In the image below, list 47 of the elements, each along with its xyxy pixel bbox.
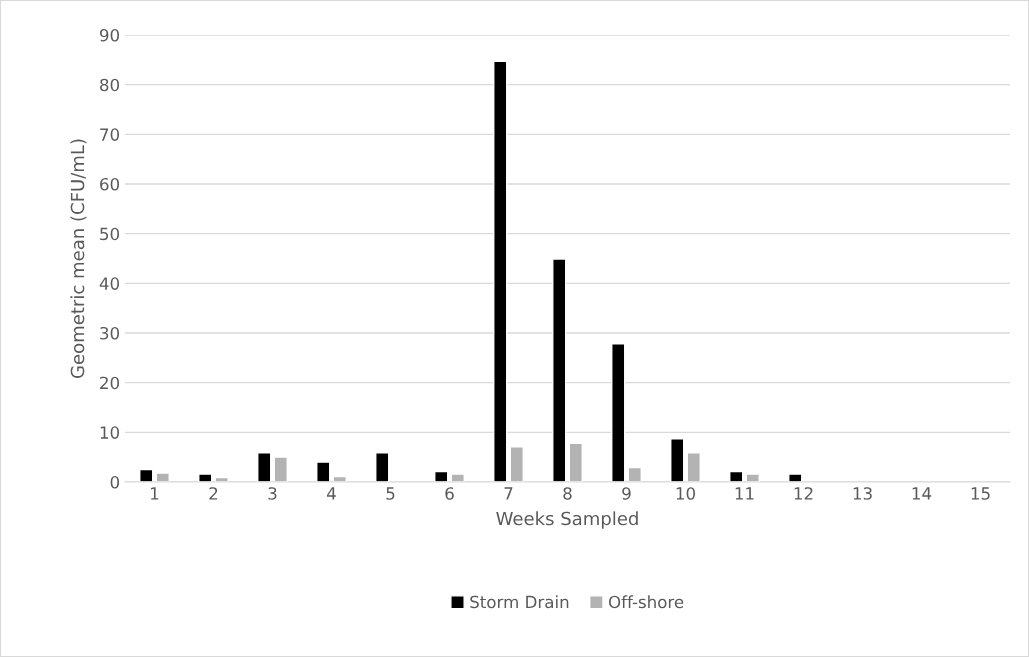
bar: [552, 258, 567, 482]
bar: [509, 446, 524, 482]
bar: [670, 438, 685, 482]
bar: [568, 442, 583, 482]
x-tick-label: 10: [676, 487, 695, 500]
x-tick-label: 3: [268, 487, 277, 500]
y-tick-label: 30: [100, 326, 120, 340]
bar: [155, 472, 170, 482]
x-tick-label: 13: [853, 487, 872, 500]
y-tick-label: 70: [100, 128, 120, 141]
x-tick-label: 12: [794, 487, 813, 500]
bar: [611, 343, 626, 482]
legend-label: Off-shore: [608, 595, 684, 609]
y-tick-label: 40: [99, 277, 120, 290]
x-tick-label: 1: [151, 487, 159, 500]
bar: [686, 452, 701, 482]
y-tick-label: 10: [100, 426, 120, 439]
bar: [139, 468, 154, 482]
bar: [375, 452, 390, 482]
x-tick-label: 5: [386, 487, 395, 500]
bar: [745, 473, 760, 482]
bar: [450, 473, 465, 482]
y-tick-label: 60: [100, 177, 120, 191]
y-axis-title: Geometric mean (CFU/mL): [70, 139, 87, 378]
x-tick-label: 11: [735, 487, 754, 500]
bar: [493, 60, 508, 482]
x-tick-label: 4: [327, 487, 336, 500]
x-tick-label: 7: [504, 487, 513, 500]
y-tick-label: 50: [100, 227, 120, 241]
bar: [273, 456, 288, 482]
legend-label: Storm Drain: [470, 595, 569, 609]
x-axis-title: Weeks Sampled: [496, 511, 638, 529]
y-tick-label: 20: [100, 376, 120, 390]
bar: [257, 452, 272, 482]
x-tick-label: 14: [912, 487, 932, 500]
x-tick-label: 6: [445, 487, 454, 500]
bar: [316, 461, 331, 482]
y-tick-label: 90: [99, 28, 120, 42]
x-tick-label: 15: [971, 487, 990, 500]
bar: [198, 473, 213, 482]
y-tick-label: 80: [100, 78, 120, 92]
bar: [788, 473, 803, 482]
x-tick-label: 2: [209, 487, 218, 500]
x-tick-label: 9: [622, 487, 631, 500]
bar: [627, 466, 642, 482]
x-tick-label: 8: [563, 487, 572, 500]
y-tick-label: 0: [110, 475, 120, 489]
